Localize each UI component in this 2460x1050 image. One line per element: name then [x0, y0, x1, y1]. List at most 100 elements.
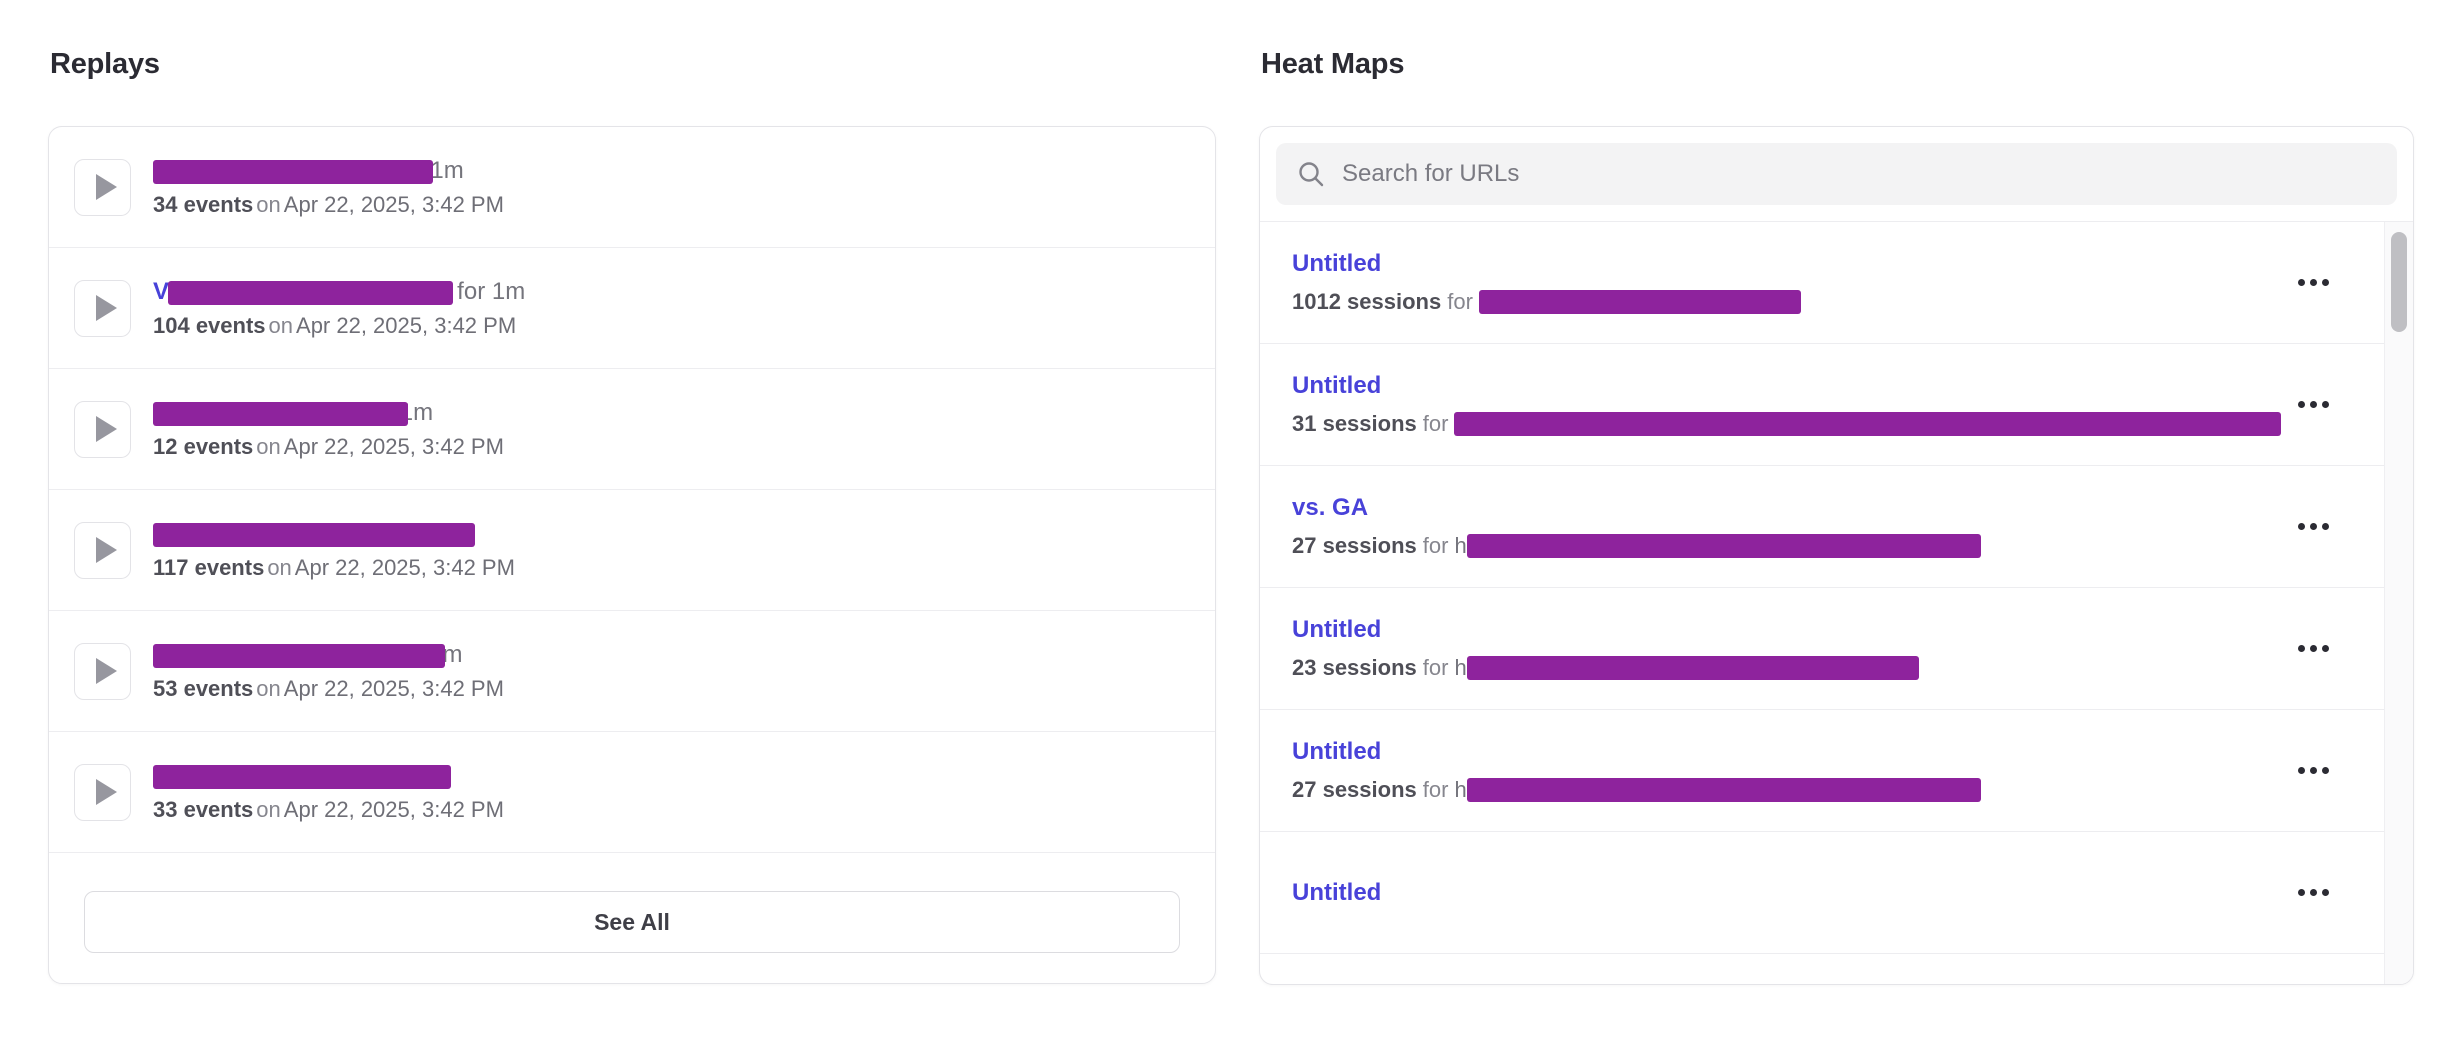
- privacy-redaction-bar: [153, 160, 433, 184]
- replay-row: John Qian visited for 21m 12 eventsonApr…: [49, 369, 1215, 490]
- heatmap-info: Untitled: [1292, 878, 1381, 908]
- play-button[interactable]: [74, 158, 131, 216]
- heatmap-info: vs. GA 27 sessions for h: [1292, 493, 1981, 560]
- heatmap-link[interactable]: Untitled: [1292, 372, 1382, 399]
- heatmap-info: Untitled 23 sessions for h: [1292, 615, 1919, 682]
- heatmap-info: Untitled 1012 sessions for: [1292, 249, 1801, 316]
- ellipsis-icon: [2298, 401, 2329, 408]
- heatmap-list-body: Untitled 1012 sessions for Untitled: [1260, 222, 2413, 984]
- heatmap-row: Untitled 1012 sessions for: [1260, 222, 2384, 344]
- url-search-box[interactable]: [1276, 143, 2397, 205]
- play-icon: [95, 779, 117, 805]
- privacy-redaction-bar: [1466, 778, 1981, 802]
- for-label: for: [1422, 777, 1449, 802]
- event-count: 33 events: [153, 797, 254, 822]
- more-options-button[interactable]: [2284, 391, 2329, 418]
- replay-meta-line: 117 events on Apr 22, 2025, 3:42 PM: [153, 553, 515, 583]
- heatmap-row: Untitled 23 sessions for h: [1260, 588, 2384, 710]
- privacy-redaction-bar: [1466, 534, 1981, 558]
- heatmap-link[interactable]: Untitled: [1292, 878, 1382, 906]
- replay-timestamp: Apr 22, 2025, 3:42 PM: [283, 434, 504, 459]
- replay-info: John Qian visited for 21m 12 eventsonApr…: [153, 396, 504, 462]
- heatmap-search-section: [1260, 127, 2413, 222]
- heatmap-link[interactable]: Untitled: [1292, 980, 1381, 984]
- more-options-button[interactable]: [2284, 269, 2329, 296]
- for-label: for: [1422, 411, 1449, 436]
- replay-meta-line: 34 events on Apr 22, 2025, 3:42 PM: [153, 190, 504, 220]
- heatmap-info: Untitled 27 sessions for h: [1292, 737, 1981, 804]
- scrollbar-thumb[interactable]: [2391, 232, 2407, 332]
- heatmap-row: Untitled: [1260, 832, 2384, 954]
- heatmap-row: Untitled 27 sessions for h: [1260, 710, 2384, 832]
- scrollbar-track[interactable]: [2384, 222, 2413, 984]
- session-count: 31 sessions: [1292, 411, 1417, 436]
- ellipsis-icon: [2298, 645, 2329, 652]
- replay-meta-line: 33 events on Apr 22, 2025, 3:42 PM: [153, 795, 504, 825]
- replay-title-line: Felix Qurban visited for 19m: [153, 517, 515, 550]
- heatmap-link[interactable]: Untitled: [1292, 250, 1382, 277]
- replay-timestamp: Apr 22, 2025, 3:42 PM: [283, 192, 504, 217]
- replay-info: Vladyslav Kalachyk visited for 1m 104 ev…: [153, 275, 525, 341]
- replay-row: David Seth visited for 1m 33 eventsonApr…: [49, 732, 1215, 853]
- session-count: 1012 sessions: [1292, 289, 1442, 314]
- ellipsis-icon: [2298, 767, 2329, 774]
- on-label: on: [256, 192, 281, 217]
- url-fragment: h: [1454, 655, 1467, 680]
- replay-timestamp: Apr 22, 2025, 3:42 PM: [296, 313, 517, 338]
- heatmap-subtitle: 31 sessions for: [1292, 410, 2282, 438]
- privacy-redaction-bar: [153, 644, 445, 668]
- replay-title-line: Chen, Howard visited for 1m: [153, 154, 504, 187]
- event-count: 53 events: [153, 676, 254, 701]
- heatmap-row-partial: Untitled: [1260, 954, 2384, 984]
- heatmap-row: vs. GA 27 sessions for h: [1260, 466, 2384, 588]
- for-label: for: [1422, 655, 1449, 680]
- play-button[interactable]: [74, 763, 131, 821]
- ellipsis-icon: [2298, 889, 2329, 896]
- see-all-button[interactable]: See All: [84, 891, 1180, 953]
- event-count: 34 events: [153, 192, 254, 217]
- url-fragment: h: [1454, 533, 1467, 558]
- heatmaps-title: Heat Maps: [1261, 48, 1405, 80]
- session-count: 27 sessions: [1292, 533, 1417, 558]
- replay-meta-line: 12 events on Apr 22, 2025, 3:42 PM: [153, 432, 504, 462]
- replay-title-line: David Seth visited for 1m: [153, 759, 504, 792]
- privacy-redaction-bar: [153, 402, 408, 426]
- more-options-button[interactable]: [2284, 879, 2329, 906]
- on-label: on: [256, 797, 281, 822]
- play-button[interactable]: [74, 642, 131, 700]
- more-options-button[interactable]: [2284, 757, 2329, 784]
- play-icon: [95, 658, 117, 684]
- play-button[interactable]: [74, 521, 131, 579]
- replay-meta-line: 53 events on Apr 22, 2025, 3:42 PM: [153, 674, 504, 704]
- replay-timestamp: Apr 22, 2025, 3:42 PM: [283, 676, 504, 701]
- for-label: for: [1422, 533, 1449, 558]
- replay-info: Brian Thacker visited for 2m 53 eventson…: [153, 638, 504, 704]
- event-count: 104 events: [153, 313, 266, 338]
- play-button[interactable]: [74, 400, 131, 458]
- heatmap-link[interactable]: Untitled: [1292, 738, 1382, 765]
- heatmap-link[interactable]: vs. GA: [1292, 494, 1369, 521]
- ellipsis-icon: [2298, 523, 2329, 530]
- replay-title-line: Brian Thacker visited for 2m: [153, 638, 504, 671]
- on-label: on: [268, 313, 294, 338]
- more-options-button[interactable]: [2284, 635, 2329, 662]
- event-count: 117 events: [153, 555, 265, 580]
- replay-row: Brian Thacker visited for 2m 53 eventson…: [49, 611, 1215, 732]
- replay-row: Felix Qurban visited for 19m 117 eventso…: [49, 490, 1215, 611]
- heatmaps-section: Heat Maps Untitled: [1259, 44, 2414, 985]
- heatmap-link[interactable]: Untitled: [1292, 616, 1382, 643]
- play-icon: [95, 416, 117, 442]
- replay-info: Felix Qurban visited for 19m 117 eventso…: [153, 517, 515, 583]
- search-input[interactable]: [1342, 160, 2377, 188]
- replay-row: Chen, Howard visited for 1m 34 eventsonA…: [49, 127, 1215, 248]
- replays-section: Replays Chen, Howard visited for 1m 34 e…: [48, 44, 1216, 984]
- heatmap-list: Untitled 1012 sessions for Untitled: [1260, 222, 2384, 984]
- more-options-button[interactable]: [2284, 513, 2329, 540]
- heatmap-info: Untitled 31 sessions for: [1292, 371, 2282, 438]
- search-icon: [1299, 162, 1324, 187]
- event-count: 12 events: [153, 434, 254, 459]
- replay-timestamp: Apr 22, 2025, 3:42 PM: [294, 555, 515, 580]
- play-button[interactable]: [74, 279, 131, 337]
